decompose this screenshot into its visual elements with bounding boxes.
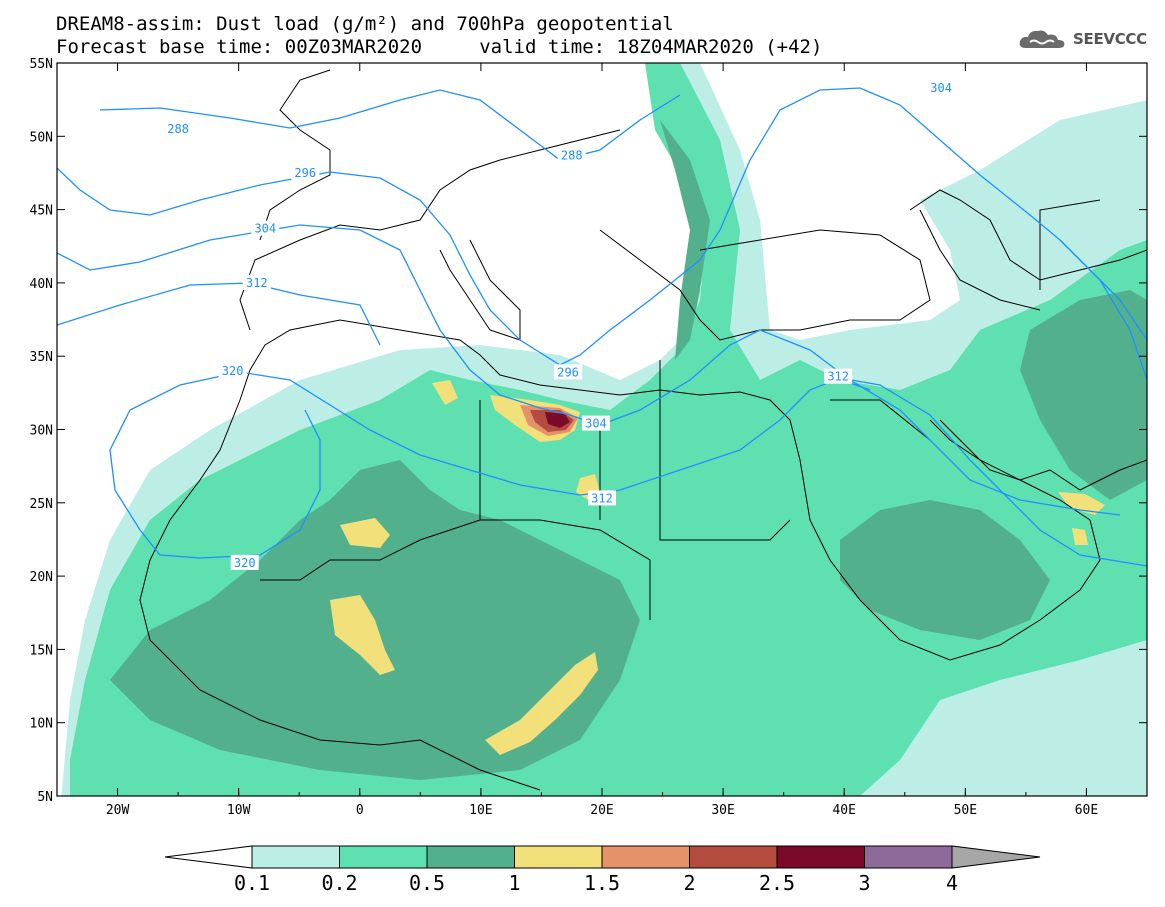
- contour-label-bg: [824, 368, 853, 384]
- lon-label: 40E: [832, 803, 855, 818]
- lat-label: 55N: [30, 57, 53, 72]
- dust-level-1: [340, 518, 390, 548]
- coastlines: [139, 69, 1147, 791]
- colorbar: 0.1 0.2 0.5 1 1.5 2 2.5 3 4: [164, 845, 1041, 895]
- contour-label: 296: [557, 365, 579, 379]
- lon-label: 10W: [227, 803, 251, 818]
- lat-label: 40N: [30, 277, 53, 292]
- lon-label: 20E: [590, 803, 613, 818]
- lon-label: 20W: [106, 803, 130, 818]
- contour-label: 320: [222, 364, 244, 378]
- colorbar-label: 3: [858, 871, 870, 895]
- contour-label: 312: [591, 491, 613, 505]
- colorbar-swatch: [776, 845, 865, 869]
- lat-label: 15N: [30, 643, 53, 658]
- lon-label: 10E: [469, 803, 492, 818]
- lon-label: 60E: [1075, 803, 1098, 818]
- lon-label: 50E: [954, 803, 977, 818]
- colorbar-label: 0.1: [234, 871, 270, 895]
- contour-label-bg: [242, 274, 271, 290]
- lat-label: 50N: [30, 130, 53, 145]
- contour-label-bg: [218, 362, 247, 378]
- dust-level-0.5: [1020, 290, 1147, 500]
- dust-level-1: [1058, 492, 1105, 515]
- colorbar-label: 2: [683, 871, 695, 895]
- dust-level-0.5: [840, 500, 1050, 640]
- contour-label: 312: [827, 370, 849, 384]
- contour-label-bg: [230, 554, 259, 570]
- colorbar-under-triangle: [164, 845, 253, 869]
- colorbar-swatch: [339, 845, 428, 869]
- contour-label: 304: [585, 417, 607, 431]
- contour-label-bg: [581, 415, 610, 431]
- colorbar-swatch: [601, 845, 690, 869]
- colorbar-label: 0.2: [321, 871, 357, 895]
- dust-level-1: [432, 380, 458, 405]
- contour-label-bg: [557, 147, 586, 163]
- colorbar-label: 4: [946, 871, 958, 895]
- colorbar-swatch: [514, 845, 603, 869]
- contour-label: 288: [167, 122, 189, 136]
- seevccc-logo: SEEVCCC: [1018, 28, 1147, 50]
- lat-label: 30N: [30, 424, 53, 439]
- dust-level-2.5: [545, 412, 570, 428]
- dust-level-0.5: [660, 120, 710, 360]
- contour-label: 312: [246, 276, 268, 290]
- dust-level-1: [330, 595, 395, 675]
- lon-label: 0: [356, 803, 364, 818]
- dust-level-1: [485, 652, 598, 755]
- contour-label-bg: [251, 220, 280, 236]
- contour-label-bg: [588, 490, 616, 506]
- contour-label: 288: [561, 148, 583, 162]
- colorbar-swatch: [251, 845, 340, 869]
- cloud-icon: [1019, 30, 1065, 48]
- contour-label-bg: [554, 364, 583, 380]
- contour-label-bg: [927, 79, 956, 95]
- colorbar-label: 2.5: [759, 871, 795, 895]
- colorbar-label: 1: [508, 871, 520, 895]
- colorbar-swatch: [864, 845, 953, 869]
- axis-ticks: 55N 50N 45N 40N 35N 30N 25N 20N 15N 10N 5N 20W 10W 0 1…: [30, 57, 1148, 818]
- contour-label: 320: [234, 556, 256, 570]
- colorbar-swatch: [689, 845, 778, 869]
- contour-label: 304: [930, 81, 952, 95]
- colorbar-over-triangle: [951, 845, 1041, 869]
- contour-label-bg: [291, 164, 320, 180]
- lon-label: 30E: [711, 803, 734, 818]
- contour-labels: 288 288 304 296 304 312 296 312 320 304 312 320: [164, 79, 956, 570]
- contour-label: 296: [294, 166, 316, 180]
- colorbar-label: 0.5: [409, 871, 445, 895]
- chart-title: DREAM8-assim: Dust load (g/m²) and 700hP…: [56, 13, 674, 35]
- lat-label: 45N: [30, 204, 53, 219]
- logo-text: SEEVCCC: [1073, 30, 1147, 48]
- contour-label-bg: [164, 120, 193, 136]
- lat-label: 25N: [30, 497, 53, 512]
- colorbar-swatch: [426, 845, 515, 869]
- colorbar-label: 1.5: [584, 871, 620, 895]
- contour-label: 304: [254, 222, 276, 236]
- lat-label: 5N: [37, 790, 53, 805]
- lat-label: 35N: [30, 350, 53, 365]
- lat-label: 10N: [30, 717, 53, 732]
- lat-label: 20N: [30, 570, 53, 585]
- dust-level-1: [1072, 528, 1088, 545]
- chart-subtitle: Forecast base time: 00Z03MAR2020 valid t…: [56, 36, 823, 58]
